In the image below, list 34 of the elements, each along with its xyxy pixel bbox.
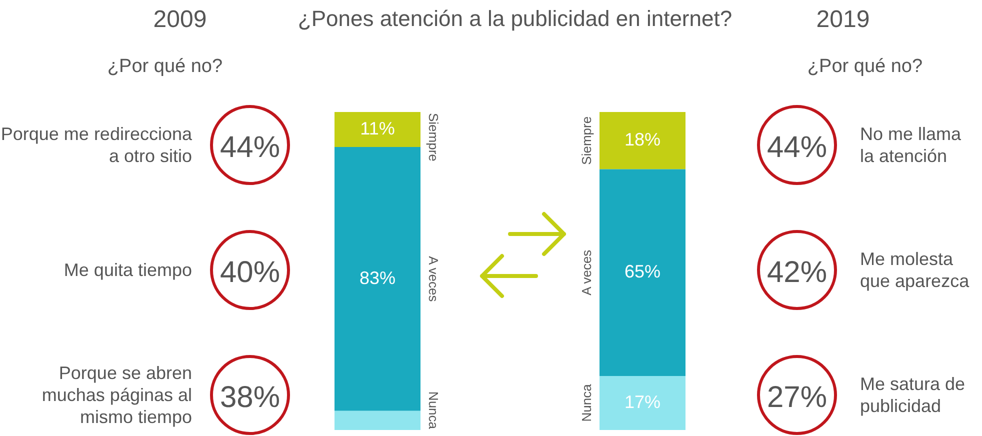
text: Nunca: [426, 391, 441, 429]
data-label: 17%: [624, 392, 661, 412]
text: 2009: [152, 6, 208, 34]
text: 42%: [766, 256, 828, 289]
text: 40%: [220, 256, 280, 289]
text: 44%: [220, 131, 280, 164]
category-label: Porque se abren muchas páginas al mismo tiempo: [40, 362, 192, 428]
text: 2019: [815, 6, 871, 34]
category-label: No me llama la atención: [860, 123, 962, 167]
text: 44%: [766, 131, 828, 164]
text: A veces: [579, 249, 594, 296]
category-label: Me molesta que aparezca: [860, 248, 970, 292]
bar: [334, 410, 420, 430]
text: 27%: [766, 381, 828, 414]
bar: [600, 376, 686, 430]
data-label: 18%: [624, 130, 661, 150]
category-label: Me quita tiempo: [62, 259, 192, 281]
category-label: Me satura de publicidad: [860, 373, 966, 417]
data-label: 65%: [624, 262, 661, 282]
chart-title: ¿Pones atención a la publicidad en internet?: [296, 6, 734, 32]
text: ¿Por qué no?: [106, 56, 224, 78]
text: Siempre: [579, 116, 594, 165]
bar: [600, 112, 686, 170]
data-label: 11%: [360, 118, 395, 138]
category-label: Porque me redirecciona a otro sitio: [0, 123, 192, 167]
bar: [334, 112, 420, 147]
data-label: 83%: [359, 268, 396, 288]
bar: [600, 169, 686, 376]
text: Siempre: [426, 112, 441, 162]
text: Nunca: [579, 383, 594, 422]
text: 38%: [220, 381, 280, 414]
text: ¿Por qué no?: [806, 56, 924, 78]
text: A veces: [426, 256, 441, 302]
bar: [334, 146, 420, 411]
